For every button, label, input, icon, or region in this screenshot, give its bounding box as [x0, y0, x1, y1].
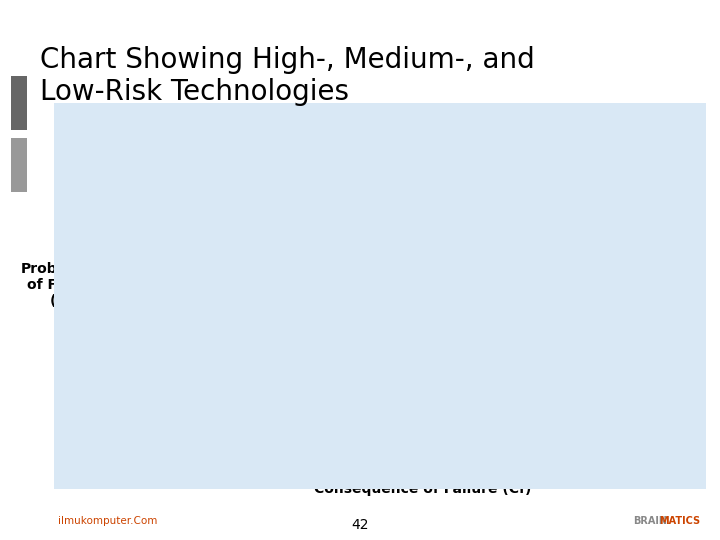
- Text: Chart Showing High-, Medium-, and: Chart Showing High-, Medium-, and: [40, 46, 534, 74]
- X-axis label: Consequence of Failure (Cf): Consequence of Failure (Cf): [315, 483, 531, 496]
- Text: BRAIN: BRAIN: [634, 516, 667, 526]
- Text: High Risk: High Risk: [398, 232, 469, 245]
- Text: Low
Risk: Low Risk: [179, 375, 210, 403]
- Text: Low-Risk Technologies: Low-Risk Technologies: [40, 78, 348, 106]
- Text: MATICS: MATICS: [659, 516, 700, 526]
- Text: ilmukomputer.Com: ilmukomputer.Com: [58, 516, 157, 526]
- Y-axis label: Probability
of Failure
(Pf): Probability of Failure (Pf): [21, 262, 107, 308]
- Text: 42: 42: [351, 518, 369, 532]
- Text: Medium
Risk: Medium Risk: [310, 308, 369, 336]
